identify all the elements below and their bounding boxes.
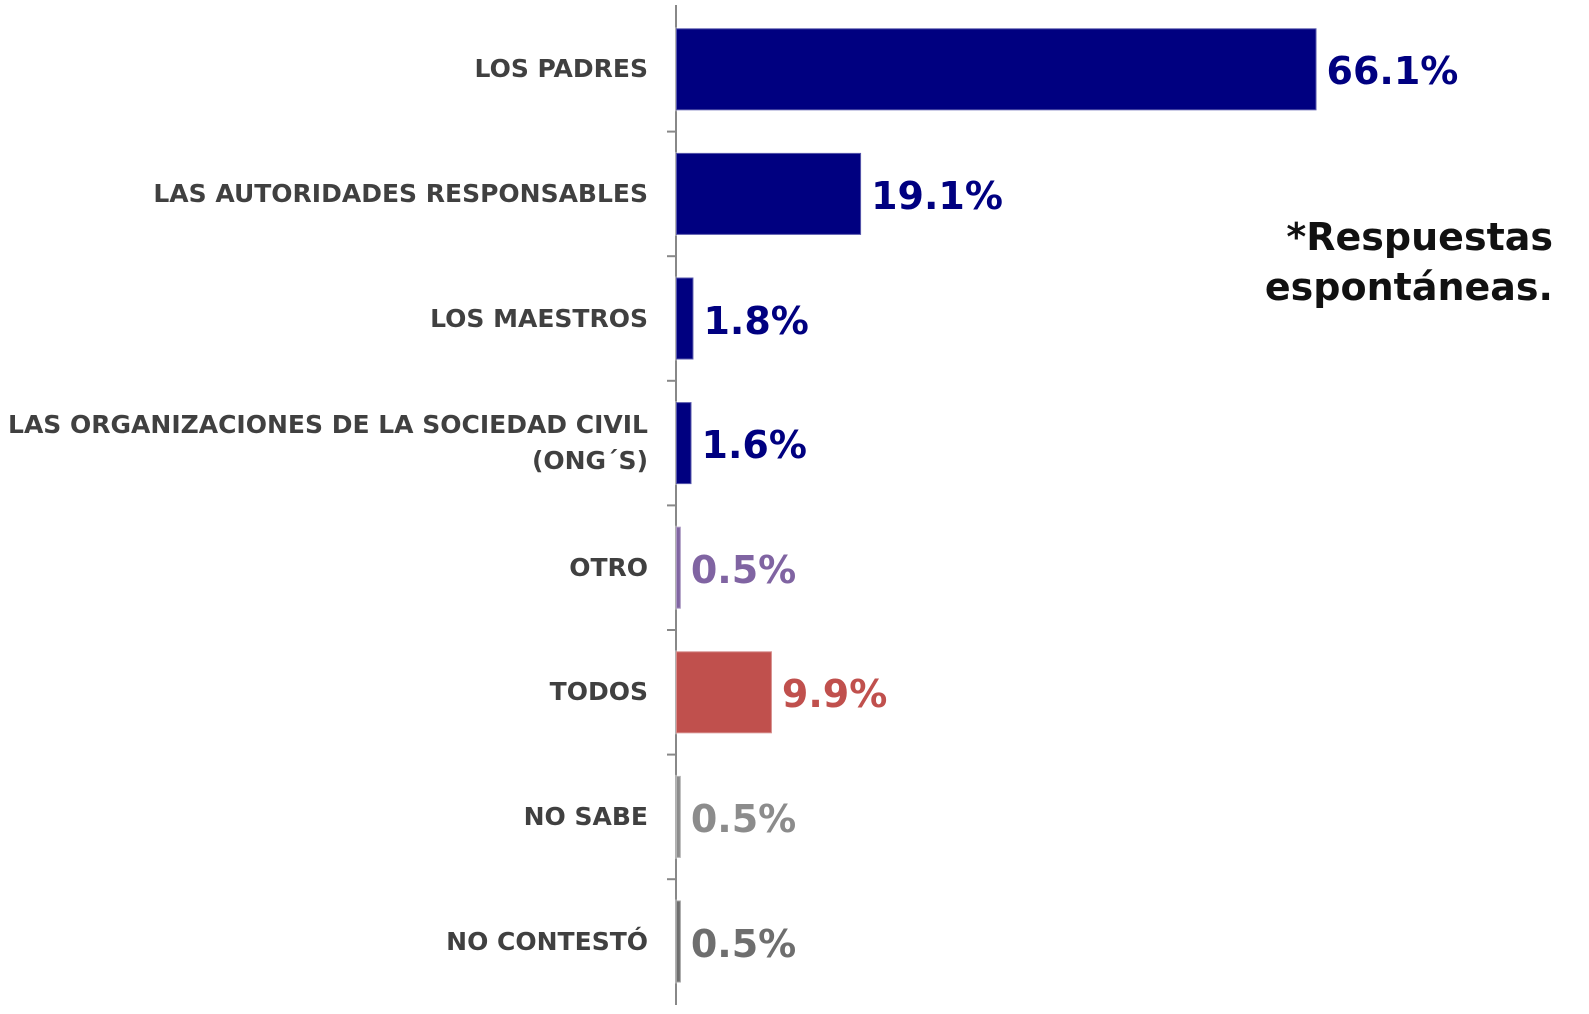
value-label: 0.5% — [690, 921, 797, 966]
bar — [675, 899, 682, 984]
bar — [675, 774, 682, 859]
value-label: 9.9% — [781, 672, 888, 717]
annotation: *Respuestas espontáneas. — [1264, 215, 1553, 309]
category-label: OTRO — [569, 552, 648, 582]
value-label: 1.6% — [701, 423, 807, 468]
value-label: 19.1% — [871, 173, 1003, 218]
category-label: LAS ORGANIZACIONES DE LA SOCIEDAD CIVIL … — [8, 410, 648, 476]
category-label: LOS PADRES — [474, 54, 648, 84]
bar — [675, 27, 1318, 112]
category-label: LAS AUTORIDADES RESPONSABLES — [153, 178, 648, 208]
value-label: 0.5% — [690, 796, 797, 841]
bar — [675, 276, 695, 361]
bar — [675, 151, 863, 236]
category-label: TODOS — [549, 677, 648, 707]
bar — [675, 525, 682, 610]
category-label: NO SABE — [523, 801, 648, 831]
category-label: NO CONTESTÓ — [446, 926, 648, 956]
bar — [675, 650, 773, 735]
value-label: 0.5% — [690, 547, 797, 592]
value-label: 1.8% — [703, 298, 809, 343]
bar — [675, 401, 693, 486]
category-label: LOS MAESTROS — [430, 303, 648, 333]
value-label: 66.1% — [1326, 49, 1459, 94]
